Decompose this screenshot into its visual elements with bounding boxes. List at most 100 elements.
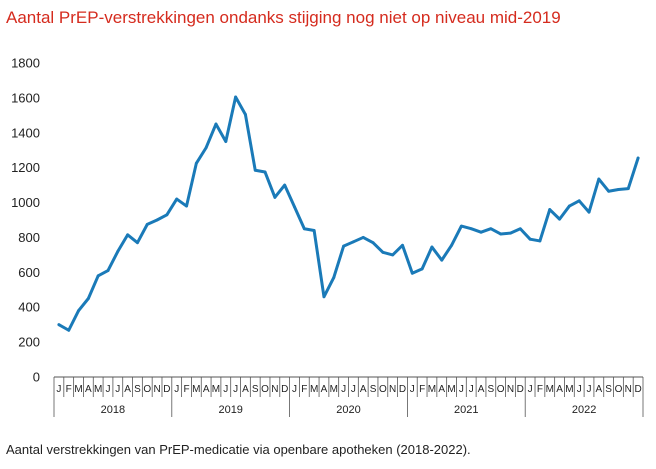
data-point <box>302 227 306 231</box>
year-label: 2022 <box>572 404 596 416</box>
data-point <box>273 195 277 199</box>
data-point <box>636 156 640 160</box>
month-label: O <box>497 384 505 395</box>
data-point <box>96 274 100 278</box>
data-point <box>617 188 620 191</box>
month-label: D <box>163 384 170 395</box>
data-point <box>86 297 90 300</box>
month-label: M <box>428 384 436 395</box>
month-label: M <box>447 384 455 395</box>
month-label: M <box>546 384 554 395</box>
month-label: J <box>233 384 238 395</box>
data-point <box>420 267 424 271</box>
month-label: A <box>556 384 563 395</box>
month-label: J <box>577 384 582 395</box>
month-label: O <box>379 384 387 395</box>
month-label: D <box>517 384 524 395</box>
data-point <box>194 161 198 165</box>
month-label: O <box>143 384 151 395</box>
month-label: A <box>595 384 602 395</box>
month-label: M <box>74 384 82 395</box>
month-label: J <box>351 384 356 395</box>
y-tick-label: 600 <box>18 265 40 280</box>
chart-title: Aantal PrEP-verstrekkingen ondanks stijg… <box>6 8 561 27</box>
month-label: A <box>203 384 210 395</box>
data-point <box>106 269 110 272</box>
month-label: F <box>301 384 307 395</box>
data-point <box>518 227 522 231</box>
data-point <box>626 187 630 191</box>
data-point <box>185 204 188 208</box>
month-label: A <box>85 384 92 395</box>
month-label: O <box>615 384 623 395</box>
month-label: M <box>565 384 573 395</box>
month-label: J <box>459 384 464 395</box>
month-label: D <box>281 384 288 395</box>
month-label: J <box>410 384 415 395</box>
data-point <box>459 224 463 228</box>
month-label: J <box>115 384 120 395</box>
data-point <box>528 237 532 241</box>
year-label: 2020 <box>336 404 360 416</box>
y-tick-label: 400 <box>18 300 40 315</box>
y-tick-label: 1600 <box>11 90 40 105</box>
month-label: S <box>370 384 377 395</box>
month-label: D <box>399 384 406 395</box>
year-label: 2021 <box>454 404 478 416</box>
data-point <box>332 276 336 279</box>
data-point <box>469 227 473 231</box>
data-point <box>361 236 365 239</box>
data-point <box>126 233 130 237</box>
data-point <box>283 183 287 187</box>
month-label: A <box>478 384 485 395</box>
data-point <box>479 230 483 234</box>
data-point <box>116 250 120 253</box>
month-label: A <box>360 384 367 395</box>
data-point <box>381 250 385 254</box>
month-label: A <box>124 384 131 395</box>
month-label: M <box>94 384 102 395</box>
month-label: F <box>183 384 189 395</box>
data-point <box>204 146 208 150</box>
data-point <box>371 241 375 245</box>
month-label: F <box>537 384 543 395</box>
month-label: J <box>469 384 474 395</box>
month-label: S <box>605 384 612 395</box>
month-label: A <box>438 384 445 395</box>
series-line <box>57 95 640 332</box>
y-tick-label: 1400 <box>11 125 40 140</box>
data-point <box>509 231 512 235</box>
month-label: N <box>625 384 632 395</box>
data-point <box>57 323 61 327</box>
data-point <box>499 232 503 236</box>
month-label: J <box>528 384 533 395</box>
y-tick-label: 800 <box>18 230 40 245</box>
month-label: J <box>174 384 179 395</box>
data-point <box>234 95 238 99</box>
data-point <box>607 189 611 193</box>
data-point <box>430 245 434 249</box>
data-point <box>567 204 571 208</box>
data-point <box>401 243 404 247</box>
data-point <box>410 271 414 275</box>
data-point <box>263 170 267 174</box>
month-label: A <box>242 384 249 395</box>
month-label: J <box>341 384 346 395</box>
month-label: M <box>212 384 220 395</box>
month-label: D <box>634 384 641 395</box>
series-layer <box>57 95 640 332</box>
data-point <box>489 227 493 231</box>
data-point <box>548 208 552 211</box>
data-point <box>322 295 326 299</box>
data-point <box>440 258 444 262</box>
month-label: N <box>389 384 396 395</box>
data-point <box>293 205 296 209</box>
month-label: M <box>192 384 200 395</box>
data-point <box>214 122 218 126</box>
data-point <box>342 244 345 248</box>
month-label: O <box>261 384 269 395</box>
y-tick-label: 1800 <box>11 56 40 71</box>
month-label: S <box>134 384 141 395</box>
data-point <box>312 229 316 232</box>
